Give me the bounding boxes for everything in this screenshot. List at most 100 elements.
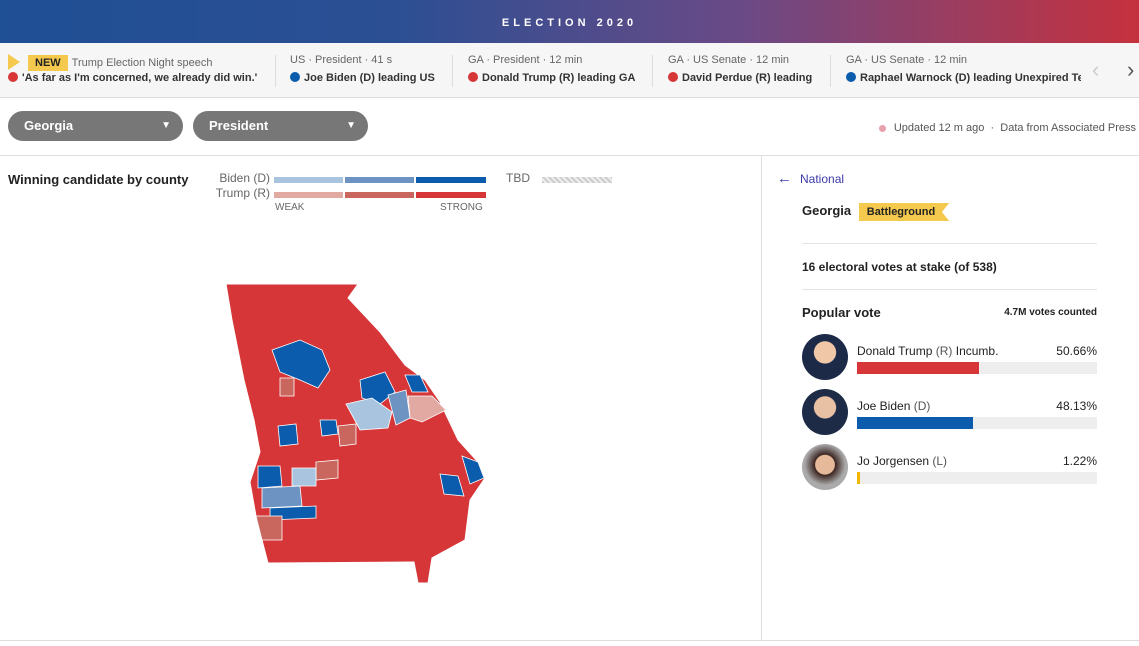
vote-share-fill xyxy=(857,362,979,374)
county-biden-strong[interactable] xyxy=(257,465,283,489)
race-dropdown[interactable]: President ▼ xyxy=(193,111,368,141)
electoral-votes: 16 electoral votes at stake (of 538) xyxy=(802,260,997,274)
divider xyxy=(761,155,762,641)
state-summary-panel: ← National Georgia Battleground 16 electo… xyxy=(762,156,1139,640)
ticker-topline: GA · US Senate · 12 min xyxy=(668,54,790,66)
candidate-percent: 50.66% xyxy=(1056,344,1097,358)
legend-biden: Biden (D) xyxy=(219,171,270,185)
vote-share-fill xyxy=(857,417,973,429)
chevron-right-icon[interactable]: › xyxy=(1127,57,1135,82)
county-trump-mid[interactable] xyxy=(255,515,283,541)
divider xyxy=(0,640,1139,641)
county-trump-mid[interactable] xyxy=(279,377,295,397)
party-dot xyxy=(668,72,678,82)
county-biden-strong[interactable] xyxy=(277,423,299,447)
chevron-left-icon[interactable]: ‹ xyxy=(1092,57,1100,82)
ticker-headline: Donald Trump (R) leading GA xyxy=(482,72,636,84)
candidate-party: (D) xyxy=(913,399,931,413)
candidate-avatar xyxy=(802,334,848,380)
party-dot xyxy=(8,72,18,82)
divider xyxy=(452,55,453,87)
ticker-topline: US · President · 41 s xyxy=(290,54,393,66)
tbd-swatch xyxy=(542,177,612,183)
vote-share-bar xyxy=(857,362,1097,374)
back-national-link[interactable]: ← National xyxy=(777,170,844,187)
candidate-percent: 1.22% xyxy=(1062,454,1097,468)
state-name: Georgia xyxy=(802,203,852,218)
county-biden-strong[interactable] xyxy=(359,371,396,405)
arrow-icon xyxy=(8,54,20,70)
state-heading: Georgia Battleground xyxy=(802,203,950,221)
ticker-item[interactable]: GA · President · 12 min Donald Trump (R)… xyxy=(468,54,648,84)
county-biden-strong[interactable] xyxy=(271,339,331,389)
biden-scale xyxy=(274,177,486,183)
election-banner: ELECTION 2020 xyxy=(0,0,1139,43)
map-legend: Biden (D) Trump (R) WEAK STRONG TBD xyxy=(190,171,620,216)
banner-title: ELECTION 2020 xyxy=(501,17,638,29)
party-dot xyxy=(846,72,856,82)
update-status: Updated 12 m ago · Data from Associated … xyxy=(878,122,1136,134)
county-trump-mid[interactable] xyxy=(315,459,339,481)
ticker-headline: David Perdue (R) leading xyxy=(682,72,813,84)
dropdown-value: Georgia xyxy=(24,118,74,133)
vote-share-bar xyxy=(857,472,1097,484)
county-biden-strong[interactable] xyxy=(404,374,429,393)
ticker-item[interactable]: US · President · 41 s Joe Biden (D) lead… xyxy=(290,54,445,84)
county-biden-weak[interactable] xyxy=(291,467,317,487)
divider xyxy=(275,55,276,87)
county-biden-mid[interactable] xyxy=(261,485,303,509)
ticker-item[interactable]: GA · US Senate · 12 min David Perdue (R)… xyxy=(668,54,828,84)
county-trump-weak[interactable] xyxy=(407,395,447,423)
candidate-avatar xyxy=(802,444,848,490)
party-dot xyxy=(468,72,478,82)
candidate-avatar xyxy=(802,389,848,435)
county-biden-strong[interactable] xyxy=(439,473,465,497)
candidate-note: Incumb. xyxy=(955,344,999,358)
legend-trump: Trump (R) xyxy=(215,186,270,200)
county-biden-strong[interactable] xyxy=(461,455,485,485)
dropdown-value: President xyxy=(209,118,269,133)
map-title: Winning candidate by county xyxy=(8,172,189,187)
divider xyxy=(0,155,1139,156)
ticker-topline: GA · President · 12 min xyxy=(468,54,583,66)
county-biden-strong[interactable] xyxy=(319,419,339,437)
divider xyxy=(652,55,653,87)
back-label: National xyxy=(800,172,845,186)
candidate-percent: 48.13% xyxy=(1056,399,1097,413)
divider xyxy=(830,55,831,87)
party-dot xyxy=(290,72,300,82)
candidate-party: (L) xyxy=(932,454,948,468)
updated-text: Updated 12 m ago xyxy=(893,122,985,134)
divider xyxy=(802,289,1097,290)
vote-share-fill xyxy=(857,472,860,484)
ticker-item[interactable]: NEW Trump Election Night speech 'As far a… xyxy=(8,54,273,84)
trump-scale xyxy=(274,192,486,198)
arrow-left-icon: ← xyxy=(777,170,792,187)
news-ticker: NEW Trump Election Night speech 'As far a… xyxy=(0,43,1139,98)
legend-tbd: TBD xyxy=(506,171,530,185)
legend-strong: STRONG xyxy=(440,202,483,213)
ticker-headline: 'As far as I'm concerned, we already did… xyxy=(22,72,258,84)
vote-share-bar xyxy=(857,417,1097,429)
candidate-name: Joe Biden xyxy=(857,399,911,413)
legend-weak: WEAK xyxy=(275,202,305,213)
candidate-party: (R) xyxy=(935,344,953,358)
georgia-county-map[interactable] xyxy=(0,0,760,640)
battleground-badge: Battleground xyxy=(858,203,950,221)
status-dot xyxy=(878,125,886,132)
ticker-headline: Raphael Warnock (D) leading Unexpired Te… xyxy=(860,72,1081,84)
county-biden-weak[interactable] xyxy=(345,397,393,431)
ticker-topline: Trump Election Night speech xyxy=(71,57,213,69)
candidate-name: Donald Trump xyxy=(857,344,933,358)
votes-counted: 4.7M votes counted xyxy=(1004,307,1097,318)
county-trump-mid[interactable] xyxy=(337,423,357,447)
candidate-name: Jo Jorgensen xyxy=(857,454,930,468)
popular-vote-title: Popular vote xyxy=(802,305,881,320)
caret-down-icon: ▼ xyxy=(161,120,171,131)
ticker-headline: Joe Biden (D) leading US xyxy=(304,72,435,84)
divider xyxy=(802,243,1097,244)
state-dropdown[interactable]: Georgia ▼ xyxy=(8,111,183,141)
new-badge: NEW xyxy=(28,55,68,71)
ticker-item[interactable]: GA · US Senate · 12 min Raphael Warnock … xyxy=(846,54,1081,84)
source-text: Data from Associated Press xyxy=(1000,122,1136,134)
